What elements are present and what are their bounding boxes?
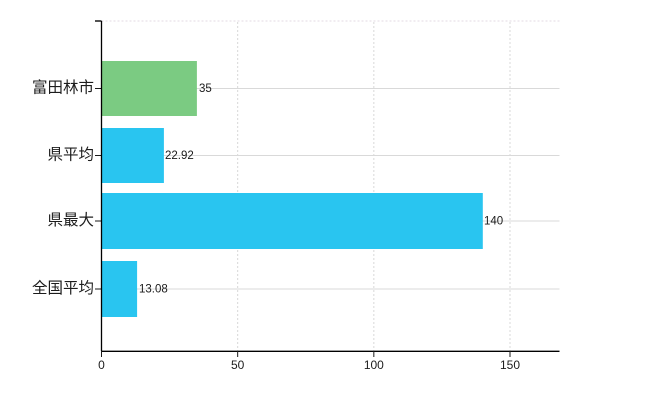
svg-text:13.08: 13.08 bbox=[139, 284, 168, 296]
svg-text:県平均: 県平均 bbox=[47, 146, 94, 164]
svg-text:全国平均: 全国平均 bbox=[32, 279, 94, 297]
svg-text:35: 35 bbox=[199, 83, 212, 95]
svg-text:0: 0 bbox=[98, 358, 105, 372]
svg-text:140: 140 bbox=[484, 216, 503, 228]
svg-text:県最大: 県最大 bbox=[47, 211, 94, 229]
svg-text:富田林市: 富田林市 bbox=[32, 79, 94, 97]
svg-text:50: 50 bbox=[231, 358, 245, 372]
svg-text:150: 150 bbox=[500, 358, 520, 372]
svg-text:100: 100 bbox=[364, 358, 384, 372]
svg-text:22.92: 22.92 bbox=[165, 150, 194, 162]
